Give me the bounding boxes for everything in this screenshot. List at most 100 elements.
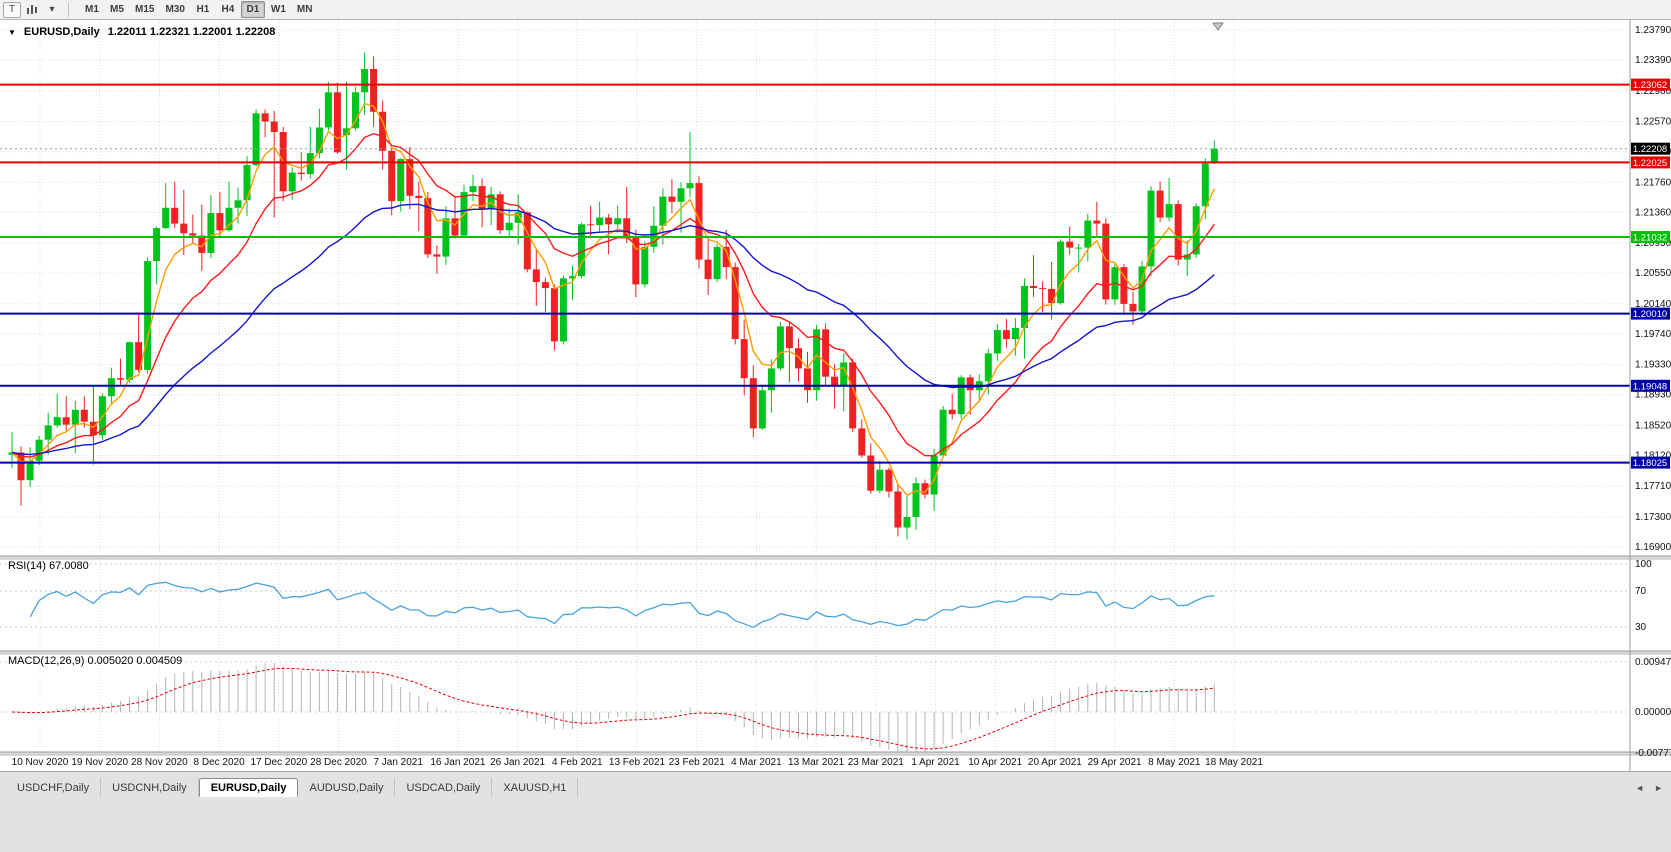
chart-type-icon[interactable] bbox=[23, 2, 41, 18]
chart-toolbar: T ▾ M1 M5 M15 M30 H1 H4 D1 W1 MN bbox=[0, 0, 1671, 20]
timeframe-button-h1[interactable]: H1 bbox=[196, 4, 210, 15]
svg-text:-0.007776: -0.007776 bbox=[1635, 748, 1671, 759]
svg-text:28 Nov 2020: 28 Nov 2020 bbox=[131, 757, 188, 768]
horizontal-lines-layer[interactable] bbox=[0, 83, 1630, 464]
chart-title: ▼ EURUSD,Daily 1.22011 1.22321 1.22001 1… bbox=[8, 26, 275, 38]
svg-text:23 Mar 2021: 23 Mar 2021 bbox=[848, 757, 905, 768]
svg-text:7 Jan 2021: 7 Jan 2021 bbox=[373, 757, 423, 768]
svg-text:1.20140: 1.20140 bbox=[1635, 299, 1671, 310]
svg-text:17 Dec 2020: 17 Dec 2020 bbox=[250, 757, 307, 768]
timeframe-button-m1[interactable]: M1 bbox=[85, 4, 99, 15]
svg-text:1.22570: 1.22570 bbox=[1635, 117, 1671, 128]
symbol-tabbar: USDCHF,Daily USDCNH,Daily EURUSD,Daily A… bbox=[0, 771, 1671, 852]
tab-usdcad-daily[interactable]: USDCAD,Daily bbox=[395, 778, 493, 797]
symbol-tabs: USDCHF,Daily USDCNH,Daily EURUSD,Daily A… bbox=[0, 772, 1671, 797]
svg-text:29 Apr 2021: 29 Apr 2021 bbox=[1088, 757, 1142, 768]
svg-text:26 Jan 2021: 26 Jan 2021 bbox=[490, 757, 545, 768]
svg-text:28 Dec 2020: 28 Dec 2020 bbox=[310, 757, 367, 768]
toolbar-button-t[interactable]: T bbox=[3, 1, 21, 18]
tab-usdcnh-daily[interactable]: USDCNH,Daily bbox=[101, 778, 199, 797]
svg-text:1.18930: 1.18930 bbox=[1635, 390, 1671, 401]
macd-indicator-label: MACD(12,26,9) 0.005020 0.004509 bbox=[8, 655, 183, 667]
svg-text:1.20010: 1.20010 bbox=[1633, 309, 1667, 320]
grid-layer: 10 Nov 2020 19 Nov 2020 28 Nov 2020 8 Dec 2… bbox=[0, 20, 1630, 768]
timeframe-button-m15[interactable]: M15 bbox=[135, 4, 155, 15]
svg-text:1.21360: 1.21360 bbox=[1635, 207, 1671, 218]
svg-text:1 Apr 2021: 1 Apr 2021 bbox=[911, 757, 960, 768]
chart-dropdown-icon[interactable]: ▼ bbox=[8, 27, 16, 37]
hline-price-tag: 1.19048 bbox=[1631, 379, 1670, 392]
svg-text:1.16900: 1.16900 bbox=[1635, 542, 1671, 553]
svg-text:100: 100 bbox=[1635, 559, 1652, 570]
timeframe-button-w1[interactable]: W1 bbox=[270, 4, 286, 15]
chart-symbol-label: EURUSD,Daily bbox=[23, 26, 100, 38]
hline-price-tag: 1.20010 bbox=[1631, 307, 1670, 320]
svg-text:1.21760: 1.21760 bbox=[1635, 177, 1671, 188]
rsi-indicator-label: RSI(14) 67.0080 bbox=[8, 560, 89, 572]
svg-text:4 Mar 2021: 4 Mar 2021 bbox=[731, 757, 782, 768]
svg-text:1.20550: 1.20550 bbox=[1635, 268, 1671, 279]
svg-text:1.22208: 1.22208 bbox=[1633, 144, 1667, 155]
svg-text:10 Apr 2021: 10 Apr 2021 bbox=[968, 757, 1022, 768]
tab-xauusd-h1[interactable]: XAUUSD,H1 bbox=[492, 778, 579, 797]
timeframe-button-h4[interactable]: H4 bbox=[221, 4, 235, 15]
price-axis-labels: 1.237901.233901.229801.225701.221701.217… bbox=[1635, 25, 1671, 759]
svg-text:13 Feb 2021: 13 Feb 2021 bbox=[609, 757, 666, 768]
timeframe-button-d1[interactable]: D1 bbox=[240, 1, 265, 18]
svg-text:1.23062: 1.23062 bbox=[1633, 80, 1667, 91]
svg-text:1.18025: 1.18025 bbox=[1633, 458, 1667, 469]
svg-text:1.21032: 1.21032 bbox=[1633, 233, 1667, 244]
svg-text:20 Apr 2021: 20 Apr 2021 bbox=[1028, 757, 1082, 768]
chart-shift-marker-icon[interactable] bbox=[1212, 22, 1224, 31]
svg-text:1.17300: 1.17300 bbox=[1635, 512, 1671, 523]
svg-text:1.22025: 1.22025 bbox=[1633, 158, 1667, 169]
svg-text:30: 30 bbox=[1635, 622, 1647, 633]
svg-text:1.19740: 1.19740 bbox=[1635, 329, 1671, 340]
svg-text:1.23390: 1.23390 bbox=[1635, 55, 1671, 66]
tab-eurusd-daily[interactable]: EURUSD,Daily bbox=[198, 778, 299, 797]
tabs-scroll-left-icon[interactable]: ◄ bbox=[1635, 783, 1645, 793]
hline-price-tag: 1.23062 bbox=[1631, 78, 1670, 91]
timeframe-button-mn[interactable]: MN bbox=[296, 4, 313, 15]
svg-text:8 May 2021: 8 May 2021 bbox=[1148, 757, 1201, 768]
rsi-line bbox=[29, 581, 1215, 629]
svg-text:18 May 2021: 18 May 2021 bbox=[1205, 757, 1263, 768]
timeframe-button-m5[interactable]: M5 bbox=[110, 4, 124, 15]
svg-text:10 Nov 2020: 10 Nov 2020 bbox=[12, 757, 69, 768]
hline-price-tag: 1.22025 bbox=[1631, 156, 1670, 169]
chevron-down-icon[interactable]: ▾ bbox=[49, 4, 55, 15]
chart-ohlc-values: 1.22011 1.22321 1.22001 1.22208 bbox=[107, 26, 276, 38]
svg-text:1.19330: 1.19330 bbox=[1635, 360, 1671, 371]
svg-text:1.23790: 1.23790 bbox=[1635, 25, 1671, 36]
price-chart-canvas[interactable]: 10 Nov 2020 19 Nov 2020 28 Nov 2020 8 Dec 2… bbox=[0, 20, 1671, 771]
svg-text:0.00000: 0.00000 bbox=[1635, 707, 1671, 718]
hline-price-tag: 1.21032 bbox=[1631, 231, 1670, 244]
timeframe-group: M1 M5 M15 M30 H1 H4 D1 W1 MN bbox=[80, 1, 317, 18]
svg-text:13 Mar 2021: 13 Mar 2021 bbox=[788, 757, 845, 768]
current-price-tag: 1.22208 bbox=[1631, 142, 1670, 155]
timeframe-button-m30[interactable]: M30 bbox=[165, 4, 185, 15]
svg-text:16 Jan 2021: 16 Jan 2021 bbox=[430, 757, 485, 768]
macd-signal-line bbox=[11, 667, 1215, 750]
svg-text:8 Dec 2020: 8 Dec 2020 bbox=[194, 757, 246, 768]
hline-price-tag: 1.18025 bbox=[1631, 456, 1670, 469]
svg-text:23 Feb 2021: 23 Feb 2021 bbox=[669, 757, 726, 768]
bar-chart-icon bbox=[27, 4, 37, 14]
svg-text:0.009478: 0.009478 bbox=[1635, 657, 1671, 668]
tab-usdchf-daily[interactable]: USDCHF,Daily bbox=[6, 778, 102, 797]
svg-text:4 Feb 2021: 4 Feb 2021 bbox=[552, 757, 603, 768]
tab-audusd-daily[interactable]: AUDUSD,Daily bbox=[298, 778, 396, 797]
tabs-scroll-right-icon[interactable]: ► bbox=[1654, 783, 1663, 793]
svg-text:1.20950: 1.20950 bbox=[1635, 238, 1671, 249]
svg-text:1.18520: 1.18520 bbox=[1635, 420, 1671, 431]
svg-text:1.17710: 1.17710 bbox=[1635, 481, 1671, 492]
svg-text:19 Nov 2020: 19 Nov 2020 bbox=[71, 757, 128, 768]
toolbar-separator bbox=[68, 2, 69, 17]
moving-averages-layer bbox=[11, 102, 1215, 496]
svg-text:1.19048: 1.19048 bbox=[1633, 381, 1667, 392]
macd-histogram bbox=[20, 662, 1215, 755]
svg-text:1.22980: 1.22980 bbox=[1635, 86, 1671, 97]
chart-window[interactable]: 10 Nov 2020 19 Nov 2020 28 Nov 2020 8 Dec 2… bbox=[0, 20, 1671, 771]
svg-text:1.18120: 1.18120 bbox=[1635, 451, 1671, 462]
candles-layer bbox=[8, 52, 1218, 540]
